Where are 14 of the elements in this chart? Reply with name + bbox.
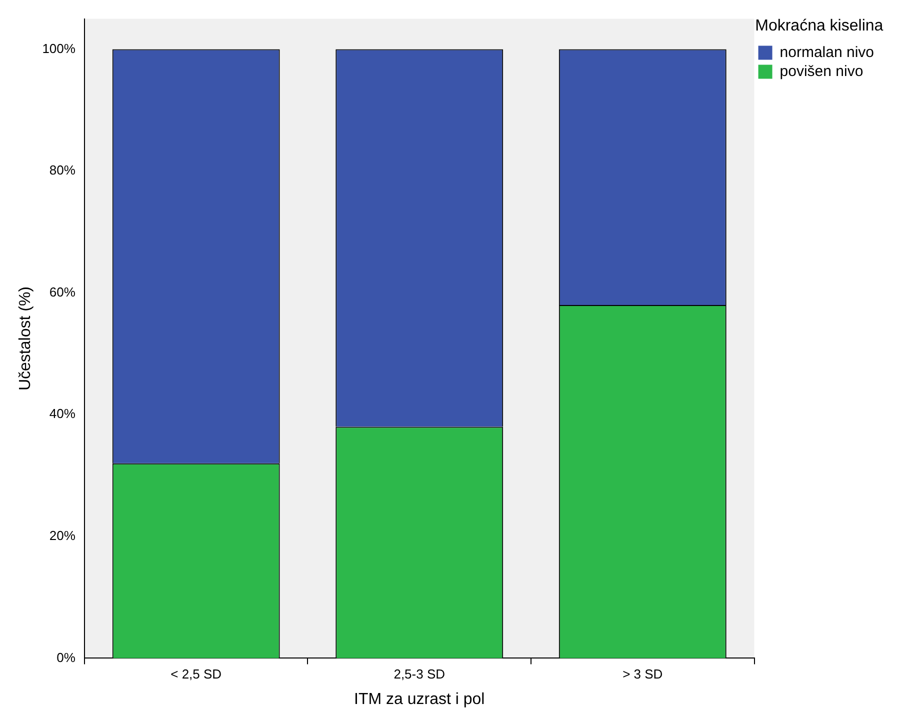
y-tick-label: 20% [49, 528, 76, 543]
y-tick-label: 60% [49, 284, 76, 300]
legend-label: normalan nivo [780, 44, 874, 61]
y-tick-label: 100% [42, 40, 76, 56]
x-tick-label: 2,5-3 SD [394, 666, 446, 682]
legend-label: povišen nivo [780, 62, 864, 80]
y-tick-label: 40% [49, 406, 76, 422]
x-tick-label: > 3 SD [622, 666, 663, 682]
x-axis-title: ITM za uzrast i pol [354, 690, 485, 708]
legend-title: Mokraćna kiselina [755, 17, 884, 34]
y-tick-label: 80% [49, 162, 76, 178]
y-axis-title: Učestalost (%) [17, 286, 34, 391]
y-tick-label: 0% [56, 650, 76, 665]
x-tick-label: < 2,5 SD [170, 666, 222, 682]
